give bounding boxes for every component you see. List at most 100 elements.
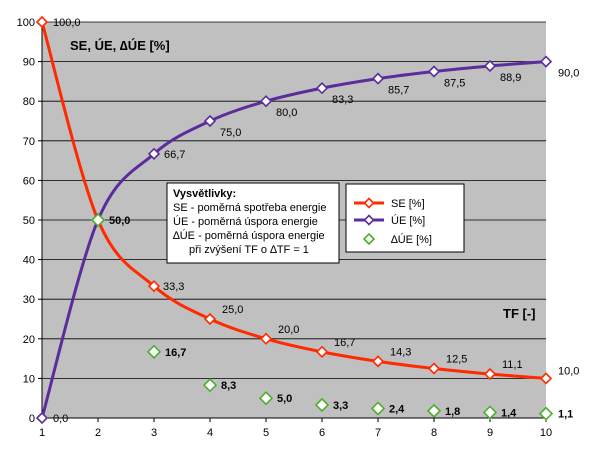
legend-marker (363, 197, 375, 209)
series-se-marker (427, 362, 441, 375)
data-label-ue: 87,5 (444, 78, 465, 90)
data-label-ue: 80,0 (276, 107, 297, 119)
series-se-marker (483, 367, 497, 381)
series-se-marker (147, 280, 161, 293)
series-due-marker (258, 391, 274, 406)
series-due-marker (426, 403, 442, 419)
legend-label: ÚE [%] (391, 214, 425, 227)
series-se-marker (203, 312, 217, 326)
data-label-se: 10,0 (558, 365, 579, 377)
series-se-marker (315, 345, 329, 358)
series-se-marker (539, 372, 553, 385)
data-label-ue: 83,3 (332, 94, 353, 106)
x-tick-label: 5 (263, 427, 269, 439)
x-tick-label: 6 (319, 427, 325, 439)
data-label-due: 1,8 (445, 406, 460, 418)
y-tick-label: 40 (23, 255, 35, 267)
note-title: Vysvětlivky: (173, 188, 236, 200)
series-ue-marker (203, 114, 217, 128)
series-se-marker (371, 355, 385, 368)
data-label-due: 2,4 (389, 403, 405, 415)
data-labels-layer: 100,0 33,3 25,0 20,0 16,7 14,3 12,5 11,1 10,0 0,0… (53, 17, 579, 425)
x-axis-ticks: 1 2 3 4 5 6 7 8 9 10 (39, 418, 552, 439)
y-axis-title: SE, ÚE, ∆ÚE [%] (70, 38, 170, 53)
x-tick-label: 2 (95, 427, 101, 439)
data-label-due: 1,1 (558, 409, 573, 421)
series-ue-marker (371, 72, 385, 85)
data-label-se: 12,5 (446, 354, 467, 366)
y-tick-label: 70 (23, 136, 35, 148)
series-ue-marker (35, 411, 49, 425)
series-due-marker (370, 401, 386, 416)
note-line-2: ÚE - poměrná úspora energie (173, 215, 318, 228)
y-tick-label: 0 (29, 413, 35, 425)
y-tick-label: 90 (23, 57, 35, 69)
note-line-3: ∆ÚE - poměrná úspora energie (173, 229, 325, 242)
data-label-due: 16,7 (165, 347, 186, 359)
x-tick-label: 4 (207, 427, 213, 439)
data-label-due: 8,3 (221, 380, 236, 392)
data-label-due: 5,0 (277, 393, 292, 405)
series-ue-marker (259, 95, 273, 108)
series-se-marker (259, 332, 273, 345)
data-label-se: 20,0 (278, 324, 299, 336)
y-tick-label: 50 (23, 215, 35, 227)
x-tick-label: 9 (487, 427, 493, 439)
data-label-se: 25,0 (222, 304, 243, 316)
data-label-se: 16,7 (334, 337, 355, 349)
series-due-marker (202, 378, 218, 393)
series-due-marker (538, 406, 554, 421)
y-tick-label: 60 (23, 175, 35, 187)
x-axis-title: TF [-] (503, 306, 535, 321)
series-due-marker (482, 405, 498, 420)
y-tick-label: 100 (17, 17, 35, 29)
legend-item-ue: ÚE [%] (354, 214, 425, 227)
data-label-due: 50,0 (109, 215, 130, 227)
series-ue-marker (539, 55, 553, 68)
note-box-frame (166, 182, 340, 264)
data-label-ue: 90,0 (558, 68, 579, 80)
y-axis-ticks: 0 10 20 30 40 50 60 70 80 90 100 (17, 17, 42, 425)
y-tick-label: 10 (23, 373, 35, 385)
legend-marker (362, 232, 376, 246)
data-label-due: 1,4 (501, 407, 517, 419)
data-label-se: 11,1 (502, 359, 523, 371)
legend: SE [%] ÚE [%] ∆ÚE [%] (345, 183, 465, 253)
series-se-marker (35, 15, 49, 29)
series-layer (35, 15, 554, 425)
series-due-marker (90, 212, 106, 228)
legend-item-due: ∆ÚE [%] (362, 232, 432, 246)
data-label-se: 14,3 (390, 346, 411, 358)
y-tick-label: 80 (23, 96, 35, 108)
legend-items: SE [%] ÚE [%] ∆ÚE [%] (354, 197, 432, 246)
x-tick-label: 10 (540, 427, 552, 439)
gridlines (42, 21, 546, 379)
y-tick-label: 30 (23, 294, 35, 306)
x-tick-label: 1 (39, 427, 45, 439)
legend-label: SE [%] (391, 198, 425, 210)
x-tick-label: 3 (151, 427, 157, 439)
series-ue-marker (315, 82, 329, 95)
series-due-marker (314, 397, 330, 413)
data-label-ue: 66,7 (164, 149, 185, 161)
series-due-marker (146, 344, 162, 359)
data-label-due: 3,3 (333, 400, 348, 412)
note-line-1: SE - poměrná spotřeba energie (173, 202, 326, 214)
y-tick-label: 20 (23, 334, 35, 346)
data-label-se: 33,3 (163, 281, 184, 293)
legend-label: ∆ÚE [%] (391, 233, 432, 246)
note-box: Vysvětlivky: SE - poměrná spotřeba energ… (166, 182, 340, 264)
data-label-se: 100,0 (53, 17, 81, 29)
legend-item-se: SE [%] (354, 197, 425, 210)
data-label-ue: 75,0 (220, 127, 241, 139)
series-ue-marker (427, 65, 441, 78)
note-line-4: při zvýšení TF o ∆TF = 1 (189, 244, 309, 256)
series-ue-marker (483, 59, 497, 73)
data-label-ue: 0,0 (53, 413, 68, 425)
data-label-ue: 85,7 (388, 85, 409, 97)
legend-marker (363, 214, 375, 226)
x-tick-label: 8 (431, 427, 437, 439)
x-tick-label: 7 (375, 427, 381, 439)
series-ue-marker (147, 147, 161, 160)
